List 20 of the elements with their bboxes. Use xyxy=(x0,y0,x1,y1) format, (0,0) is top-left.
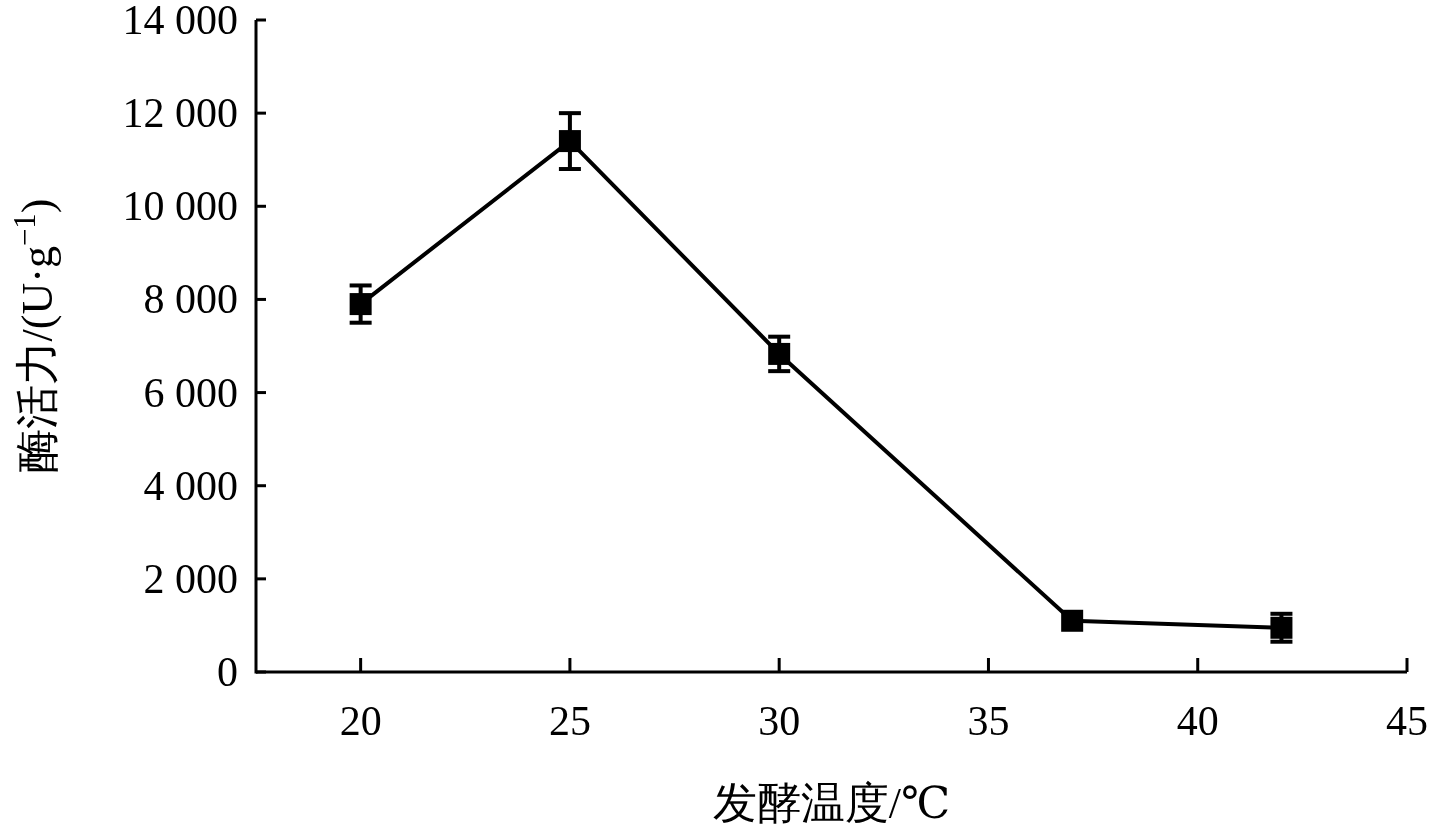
point xyxy=(558,130,581,153)
x-tick-label: 30 xyxy=(758,698,801,744)
x-tick-label: 25 xyxy=(548,698,591,744)
y-tick-label: 10 000 xyxy=(122,183,238,230)
y-tick-label: 2 000 xyxy=(143,555,238,602)
point xyxy=(1061,609,1084,632)
x-tick-label: 20 xyxy=(339,698,382,744)
x-tick-label: 35 xyxy=(967,698,1010,744)
y-tick-label: 0 xyxy=(217,649,238,695)
x-axis-title: 发酵温度/℃ xyxy=(712,779,951,826)
y-tick-label: 6 000 xyxy=(143,369,238,416)
x-tick-label: 45 xyxy=(1386,698,1428,744)
y-tick-label: 12 000 xyxy=(122,90,238,137)
point xyxy=(768,342,791,365)
y-tick-label: 8 000 xyxy=(143,276,238,323)
y-tick-label: 4 000 xyxy=(143,462,238,509)
point xyxy=(1270,616,1293,639)
point xyxy=(349,293,372,316)
x-tick-label: 40 xyxy=(1176,698,1219,744)
y-tick-label: 14 000 xyxy=(122,0,238,43)
